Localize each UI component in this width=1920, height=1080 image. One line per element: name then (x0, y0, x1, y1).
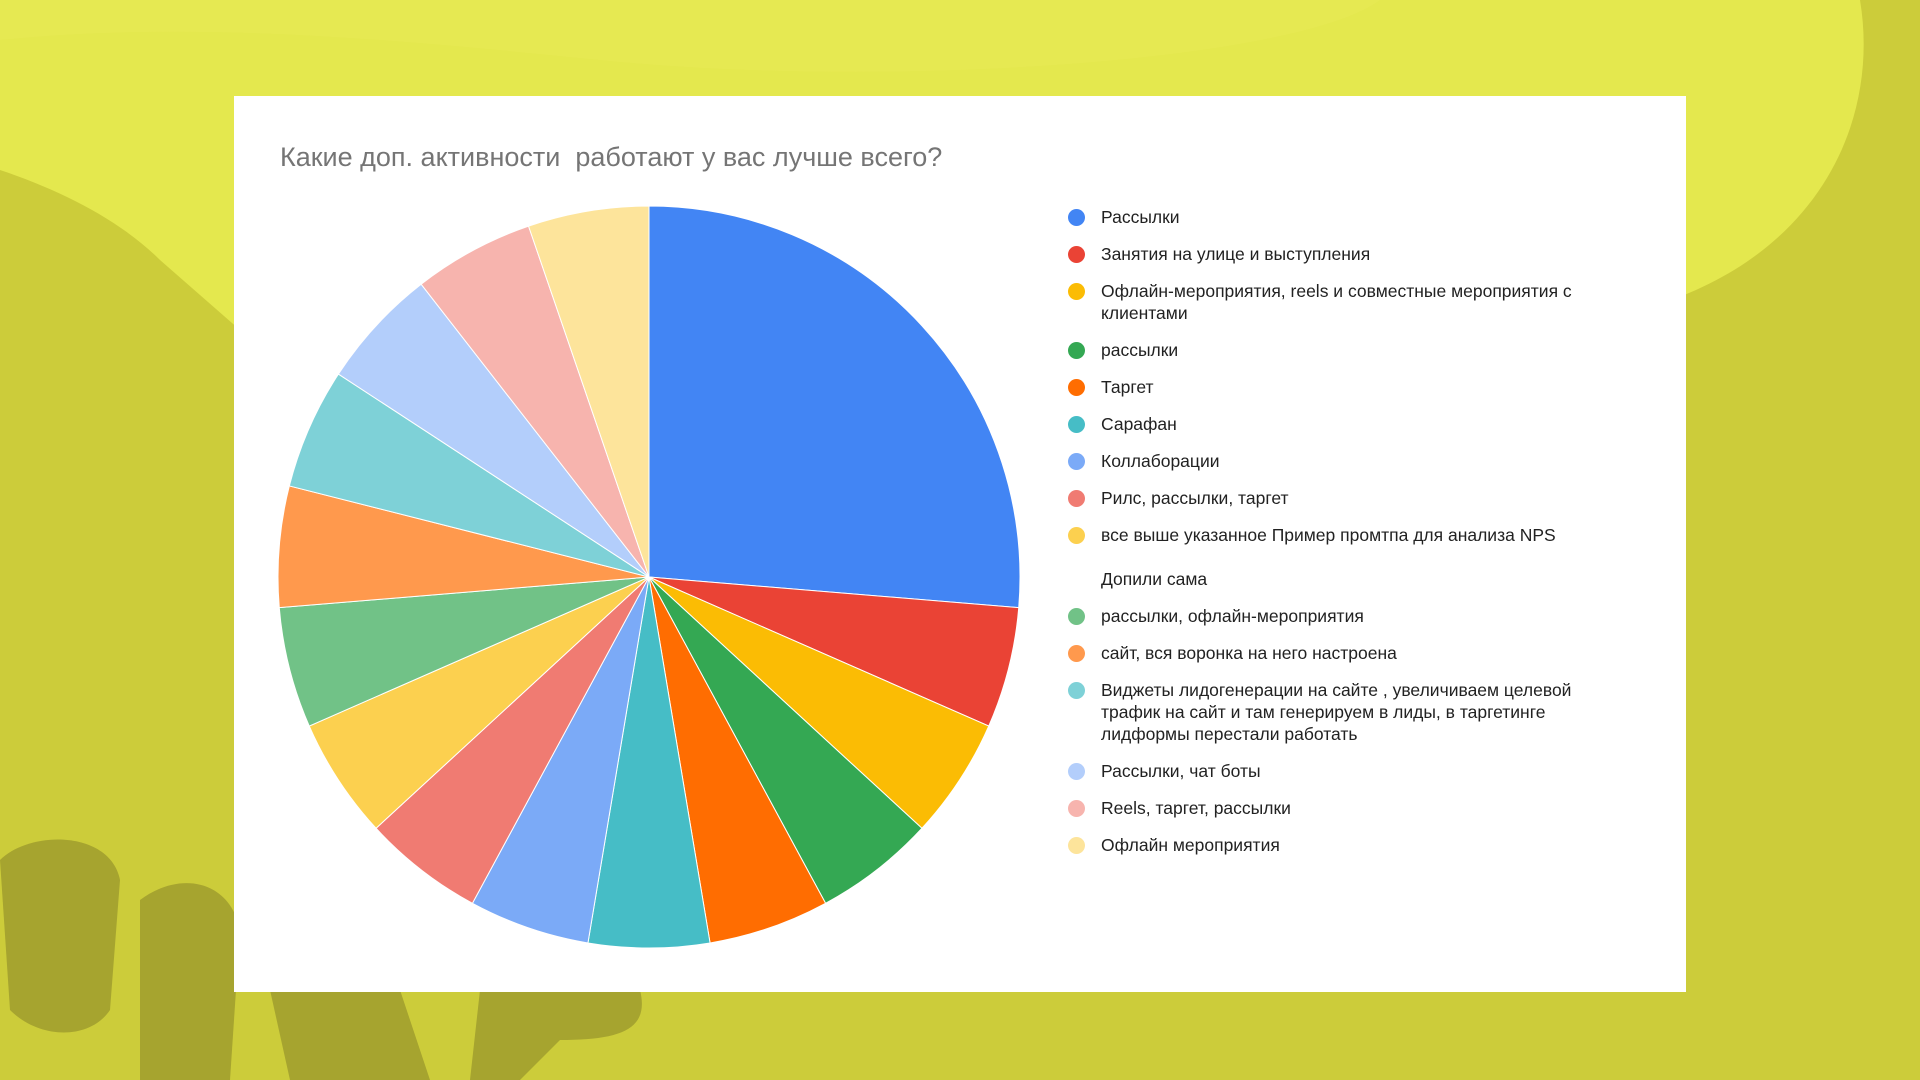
legend-item[interactable]: Занятия на улице и выступления (1068, 243, 1598, 265)
legend-label: рассылки, офлайн-мероприятия (1101, 606, 1364, 626)
chart-title: Какие доп. активности работают у вас луч… (280, 142, 943, 172)
legend-dot-icon (1068, 209, 1085, 226)
legend-dot-icon (1068, 608, 1085, 625)
legend-dot-icon (1068, 490, 1085, 507)
legend-item[interactable]: Таргет (1068, 376, 1598, 398)
legend-label: Reels, таргет, рассылки (1101, 798, 1291, 818)
legend-dot-icon (1068, 453, 1085, 470)
legend-label: Таргет (1101, 377, 1154, 397)
legend-item[interactable]: Офлайн-мероприятия, reels и совместные м… (1068, 280, 1598, 324)
legend-item[interactable]: Коллаборации (1068, 450, 1598, 472)
legend-label: Рассылки (1101, 207, 1180, 227)
legend-item[interactable]: Рилс, рассылки, таргет (1068, 487, 1598, 509)
legend-label: Рилс, рассылки, таргет (1101, 488, 1289, 508)
legend-item[interactable]: рассылки, офлайн-мероприятия (1068, 605, 1598, 627)
chart-card: Какие доп. активности работают у вас луч… (234, 96, 1686, 992)
legend-label: Офлайн-мероприятия, reels и совместные м… (1101, 281, 1572, 323)
legend-item[interactable]: Сарафан (1068, 413, 1598, 435)
pie-slice[interactable] (648, 205, 1021, 609)
legend-dot-icon (1068, 800, 1085, 817)
legend-label: Коллаборации (1101, 451, 1220, 471)
legend-label: Рассылки, чат боты (1101, 761, 1261, 781)
legend-dot-icon (1068, 379, 1085, 396)
legend-label: Сарафан (1101, 414, 1177, 434)
legend-dot-icon (1068, 682, 1085, 699)
legend-label: рассылки (1101, 340, 1179, 360)
legend-item[interactable]: Reels, таргет, рассылки (1068, 797, 1598, 819)
legend-item[interactable]: Рассылки, чат боты (1068, 760, 1598, 782)
legend-item[interactable]: Офлайн мероприятия (1068, 834, 1598, 856)
pie-slice[interactable] (527, 205, 650, 578)
legend-dot-icon (1068, 342, 1085, 359)
legend-item[interactable]: рассылки (1068, 339, 1598, 361)
legend-dot-icon (1068, 527, 1085, 544)
legend-label: Занятия на улице и выступления (1101, 244, 1371, 264)
legend-item[interactable]: сайт, вся воронка на него настроена (1068, 642, 1598, 664)
legend-dot-icon (1068, 837, 1085, 854)
legend-dot-icon (1068, 246, 1085, 263)
legend-dot-icon (1068, 283, 1085, 300)
legend-item[interactable]: Виджеты лидогенерации на сайте , увеличи… (1068, 679, 1598, 745)
legend-label: сайт, вся воронка на него настроена (1101, 643, 1397, 663)
legend-dot-icon (1068, 645, 1085, 662)
pie-chart (277, 205, 1021, 949)
legend-label: все выше указанное Пример промтпа для ан… (1101, 525, 1556, 589)
legend-label: Офлайн мероприятия (1101, 835, 1280, 855)
legend-item[interactable]: все выше указанное Пример промтпа для ан… (1068, 524, 1598, 590)
legend-item[interactable]: Рассылки (1068, 206, 1598, 228)
legend-dot-icon (1068, 763, 1085, 780)
legend-dot-icon (1068, 416, 1085, 433)
chart-legend: Рассылки Занятия на улице и выступления Оф… (1068, 206, 1598, 871)
legend-label: Виджеты лидогенерации на сайте , увеличи… (1101, 680, 1572, 744)
